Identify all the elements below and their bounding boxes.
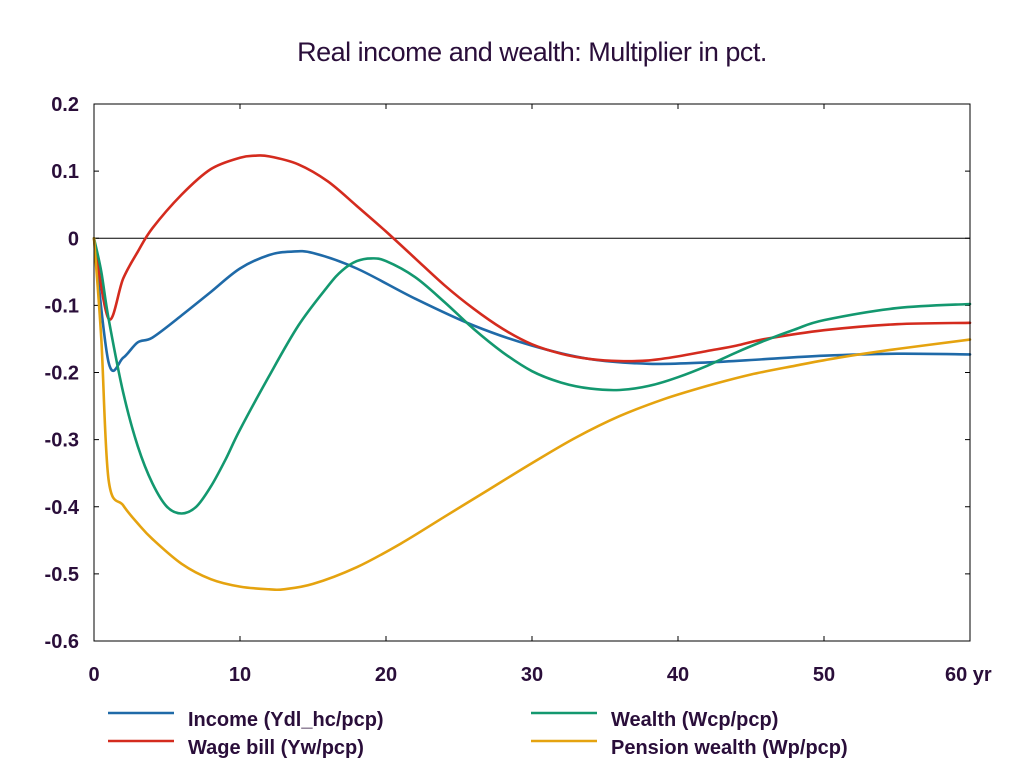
y-tick-label: -0.6 (45, 631, 79, 653)
legend-label: Wealth (Wcp/pcp) (611, 709, 778, 731)
x-tick-label: 10 (229, 664, 251, 686)
legend-label: Wage bill (Yw/pcp) (188, 737, 364, 759)
y-tick-label: -0.3 (45, 430, 79, 452)
series-wealth (92, 237, 972, 515)
x-tick-label: 30 (521, 664, 543, 686)
x-tick-label: 20 (375, 664, 397, 686)
chart-title: Real income and wealth: Multiplier in pc… (297, 37, 767, 67)
series-pension-wealth (92, 237, 972, 592)
legend-label: Pension wealth (Wp/pcp) (611, 737, 848, 759)
series-income (92, 237, 972, 372)
x-tick-label: 60 yr (945, 664, 992, 686)
legend-label: Income (Ydl_hc/pcp) (188, 709, 384, 731)
x-tick-label: 50 (813, 664, 835, 686)
legend-item: Income (Ydl_hc/pcp) (108, 709, 384, 731)
legend: Income (Ydl_hc/pcp) Wealth (Wcp/pcp) Wage … (108, 709, 848, 759)
y-tick-label: -0.1 (45, 295, 79, 317)
y-tick-label: -0.2 (45, 363, 79, 385)
y-tick-label: -0.5 (45, 564, 79, 586)
legend-item: Pension wealth (Wp/pcp) (531, 737, 848, 759)
x-tick-label: 0 (88, 664, 99, 686)
series-wage-bill (92, 154, 972, 363)
y-tick-label: -0.4 (45, 497, 80, 519)
y-tick-labels: 0.2 0.1 0 -0.1 -0.2 -0.3 -0.4 -0.5 -0.6 (45, 94, 80, 653)
x-tick-labels: 0 10 20 30 40 50 60 yr (88, 664, 991, 686)
y-tick-label: 0.1 (51, 161, 79, 183)
x-tick-label: 40 (667, 664, 689, 686)
plot-frame (93, 103, 971, 642)
legend-item: Wage bill (Yw/pcp) (108, 737, 364, 759)
y-tick-label: 0 (68, 228, 79, 250)
series-layer (92, 154, 972, 592)
legend-item: Wealth (Wcp/pcp) (531, 709, 778, 731)
y-tick-label: 0.2 (51, 94, 79, 116)
